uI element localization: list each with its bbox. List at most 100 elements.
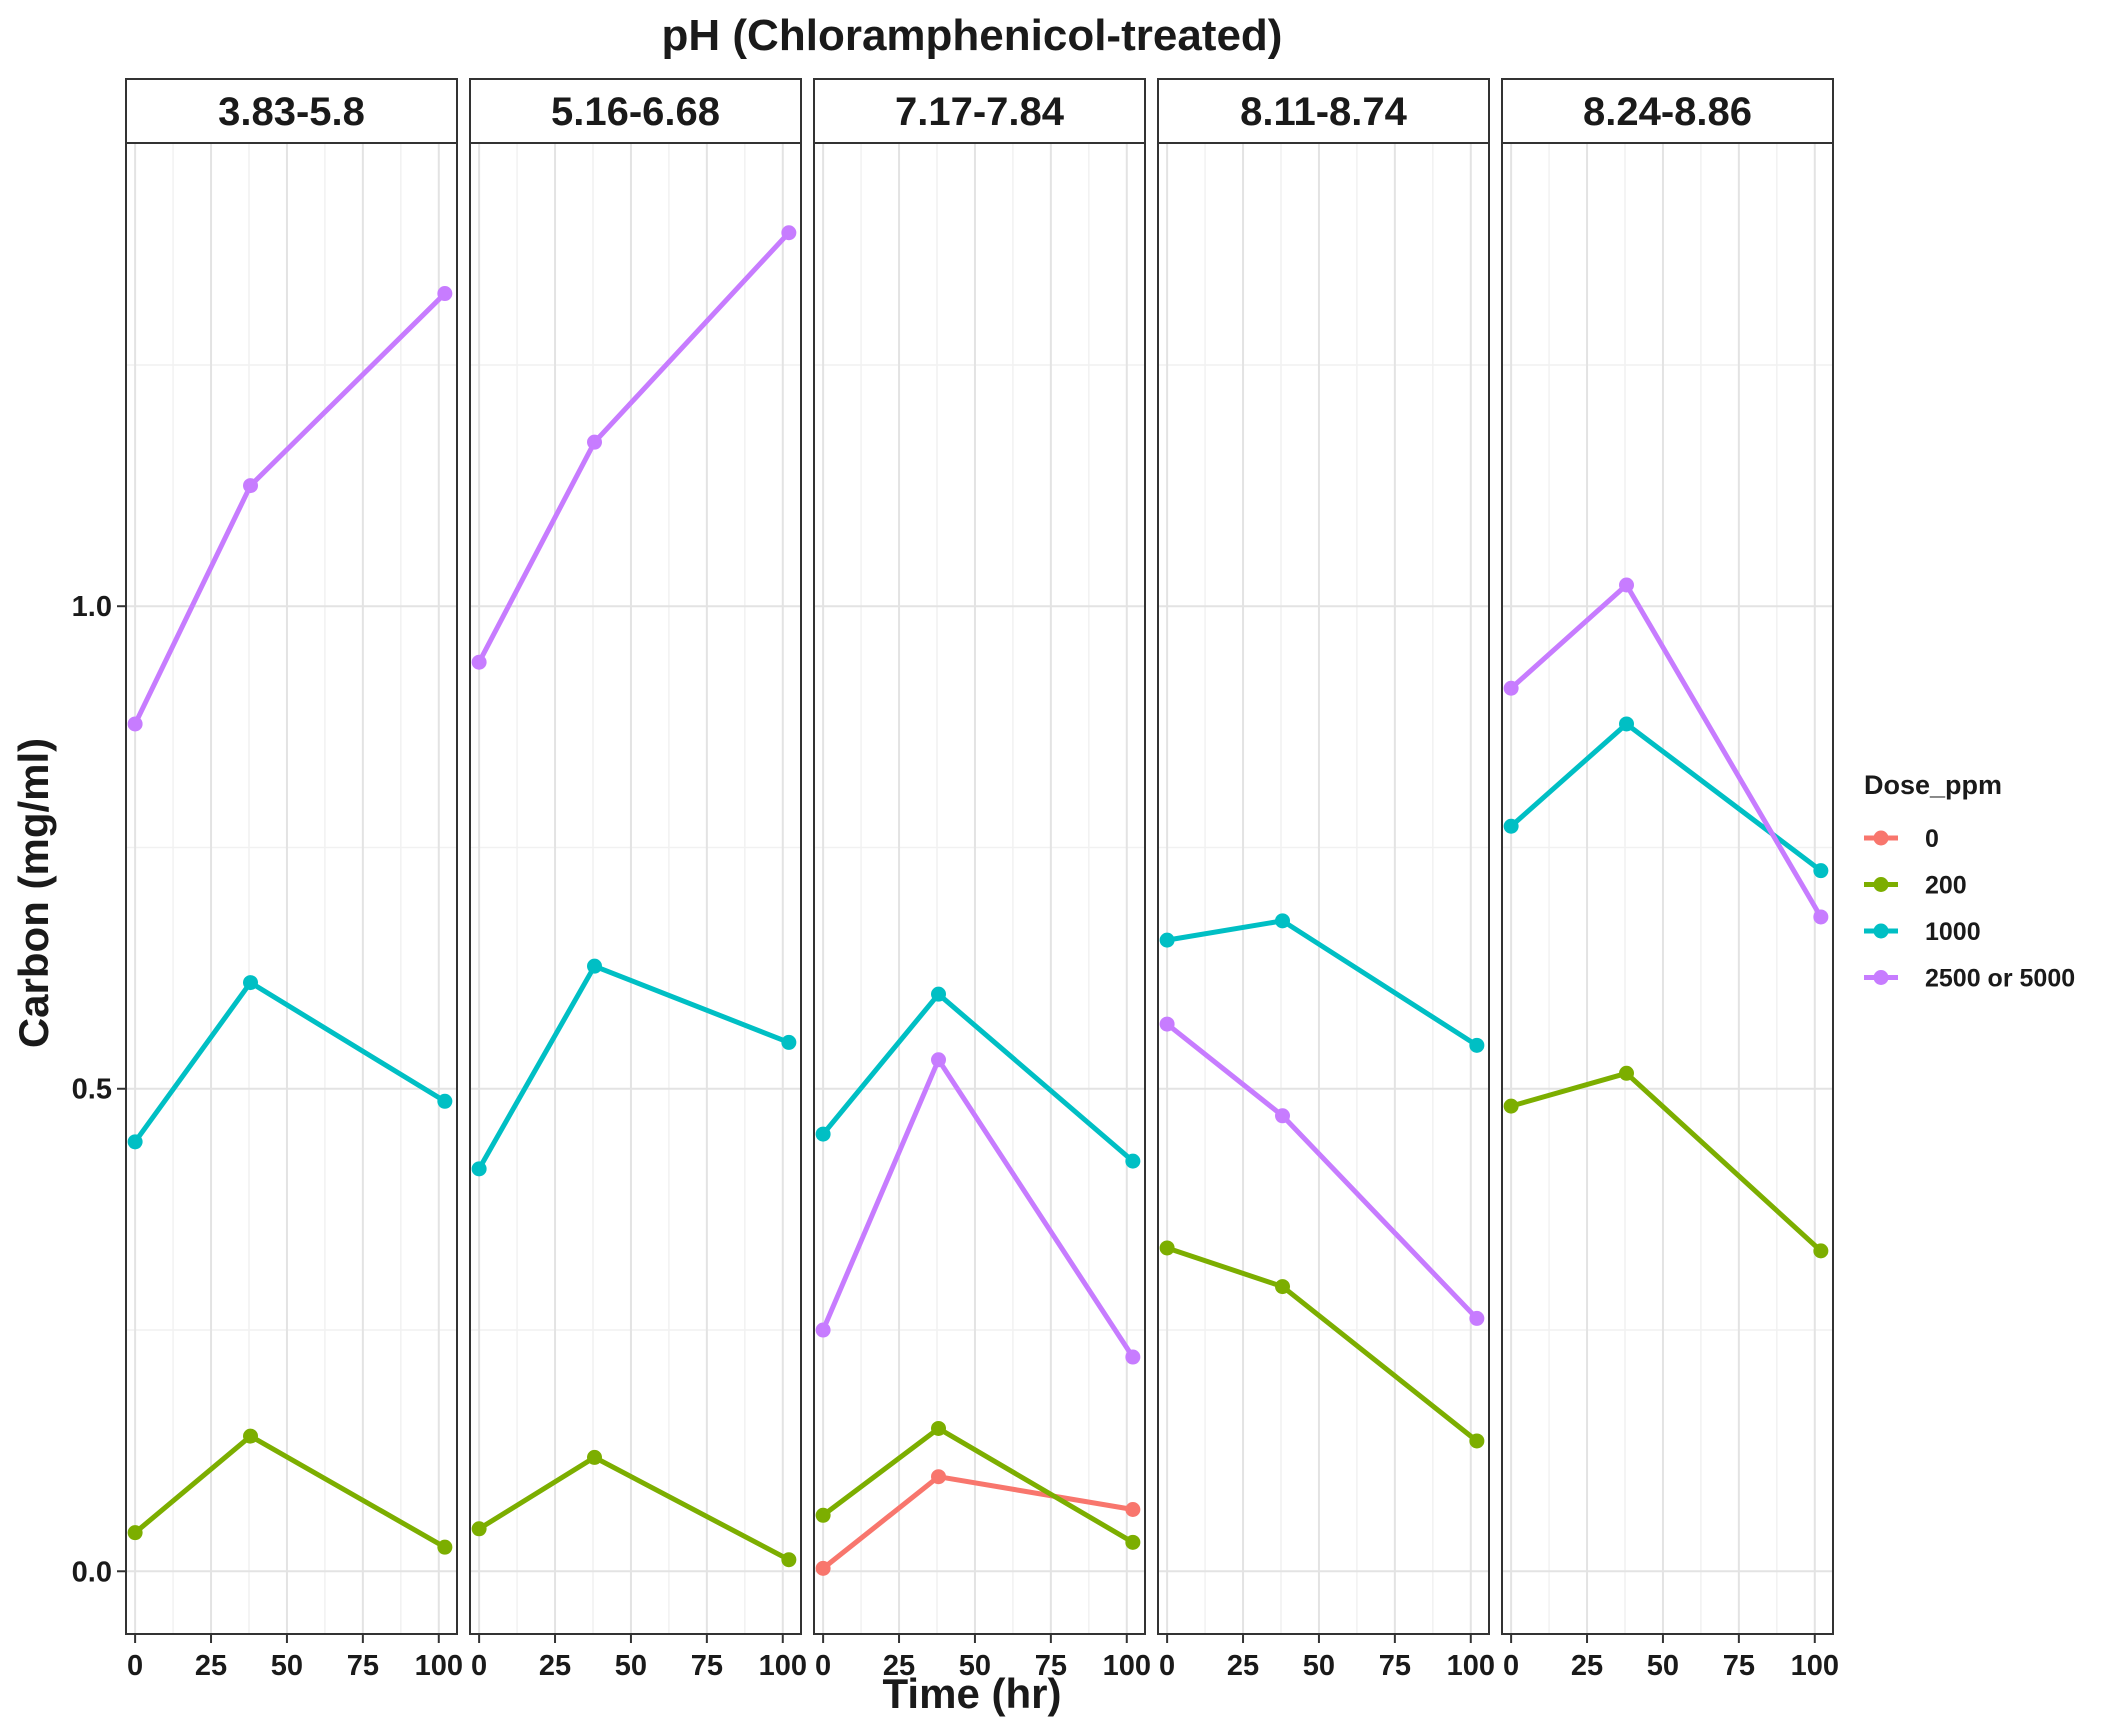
strip-box — [1157, 78, 1490, 144]
x-tick-label: 75 — [1379, 1650, 1411, 1682]
legend-key-point — [1873, 877, 1889, 892]
panel-background — [470, 143, 801, 1634]
data-point — [1275, 913, 1291, 929]
y-tick-label: 0.5 — [72, 1074, 112, 1106]
series-dose-200 — [127, 1428, 453, 1555]
data-point — [931, 1420, 947, 1436]
data-point — [1275, 1279, 1291, 1295]
data-point — [1503, 1098, 1519, 1114]
data-point — [1619, 577, 1635, 593]
x-tick-label: 75 — [1035, 1650, 1067, 1682]
data-point — [781, 1034, 797, 1050]
panel-7-17-7-84: 7.17-7.84 0 25 50 75 100 — [813, 78, 1151, 1682]
series-dose-2500-or-5000 — [815, 1052, 1141, 1365]
chart-title: pH (Chloramphenicol-treated) — [662, 11, 1283, 60]
series-dose-2500-or-5000 — [1503, 577, 1829, 925]
series-dose-2500-or-5000 — [1159, 1016, 1485, 1326]
legend-item-1000: 1000 — [1864, 918, 1981, 946]
legend-label: 2500 or 5000 — [1925, 965, 2075, 993]
data-point — [1469, 1037, 1485, 1053]
data-point — [1469, 1433, 1485, 1449]
legend-key-point — [1873, 830, 1889, 846]
strip-box — [469, 78, 802, 144]
x-tick-label: 100 — [759, 1650, 807, 1682]
panel-background — [126, 143, 457, 1634]
data-point — [1125, 1502, 1141, 1518]
series-dose-2500-or-5000 — [471, 225, 797, 670]
data-point — [815, 1507, 831, 1523]
data-point — [587, 958, 603, 974]
data-point — [815, 1322, 831, 1338]
data-point — [1469, 1310, 1485, 1326]
data-point — [127, 1525, 143, 1541]
strip-box — [125, 78, 458, 144]
series-dose-200 — [1159, 1240, 1485, 1449]
data-point — [243, 975, 259, 991]
data-point — [243, 478, 259, 494]
data-point — [1813, 1243, 1829, 1259]
x-tick-label: 25 — [195, 1650, 227, 1682]
series-dose-200 — [471, 1449, 797, 1568]
x-tick-label: 75 — [1723, 1650, 1755, 1682]
panel-8-24-8-86: 8.24-8.86 0 25 50 75 100 — [1501, 78, 1839, 1682]
data-point — [1813, 909, 1829, 925]
data-point — [1619, 1065, 1635, 1081]
y-tick-label: 0.0 — [72, 1556, 112, 1588]
series-dose-1000 — [815, 986, 1141, 1169]
strip-label: 8.24-8.86 — [1583, 90, 1752, 134]
x-tick-label: 100 — [1103, 1650, 1151, 1682]
legend: Dose_ppm 0 200 1000 2500 or 5000 — [1864, 770, 2075, 993]
series-dose-0 — [815, 1469, 1141, 1576]
x-tick-label: 25 — [1571, 1650, 1603, 1682]
data-point — [1125, 1153, 1141, 1169]
x-tick-label: 100 — [415, 1650, 463, 1682]
data-point — [1159, 932, 1175, 948]
strip-label: 5.16-6.68 — [551, 90, 720, 134]
data-point — [1275, 1108, 1291, 1124]
legend-item-0: 0 — [1864, 825, 1939, 853]
x-tick-label: 100 — [1447, 1650, 1495, 1682]
data-point — [471, 654, 487, 670]
legend-title: Dose_ppm — [1864, 770, 2002, 800]
panel-3-83-5-8: 3.83-5.8 0 25 50 75 100 0.0 0.5 1.0 — [72, 78, 463, 1682]
data-point — [587, 434, 603, 450]
data-point — [1813, 863, 1829, 879]
series-dose-1000 — [1159, 913, 1485, 1053]
data-point — [931, 1052, 947, 1068]
x-tick-label: 0 — [1503, 1650, 1519, 1682]
x-tick-label: 0 — [815, 1650, 831, 1682]
data-point — [781, 225, 797, 241]
strip-label: 7.17-7.84 — [895, 90, 1065, 134]
data-point — [1619, 716, 1635, 732]
x-tick-label: 0 — [1159, 1650, 1175, 1682]
y-tick-label: 1.0 — [72, 591, 112, 623]
legend-key-point — [1873, 923, 1889, 939]
x-tick-label: 0 — [471, 1650, 487, 1682]
x-tick-label: 50 — [615, 1650, 647, 1682]
x-tick-label: 100 — [1791, 1650, 1839, 1682]
data-point — [127, 1134, 143, 1150]
facet-panels: 3.83-5.8 0 25 50 75 100 0.0 0.5 1.0 5.16-6.68 0 25 5… — [72, 78, 1839, 1682]
legend-label: 0 — [1925, 825, 1939, 853]
data-point — [1159, 1016, 1175, 1032]
data-point — [1125, 1534, 1141, 1550]
x-tick-label: 25 — [883, 1650, 915, 1682]
legend-item-200: 200 — [1864, 872, 1967, 900]
data-point — [1503, 818, 1519, 834]
x-tick-label: 75 — [347, 1650, 379, 1682]
data-point — [931, 1469, 947, 1485]
data-point — [471, 1521, 487, 1537]
legend-label: 1000 — [1925, 918, 1981, 946]
y-axis-title: Carbon (mg/ml) — [10, 738, 57, 1048]
data-point — [815, 1560, 831, 1576]
x-tick-label: 25 — [1227, 1650, 1259, 1682]
strip-box — [1501, 78, 1834, 144]
data-point — [243, 1428, 259, 1444]
data-point — [815, 1126, 831, 1142]
strip-label: 3.83-5.8 — [218, 90, 365, 134]
x-tick-label: 50 — [1647, 1650, 1679, 1682]
data-point — [437, 1093, 453, 1109]
panel-background — [1502, 143, 1833, 1634]
x-tick-label: 25 — [539, 1650, 571, 1682]
